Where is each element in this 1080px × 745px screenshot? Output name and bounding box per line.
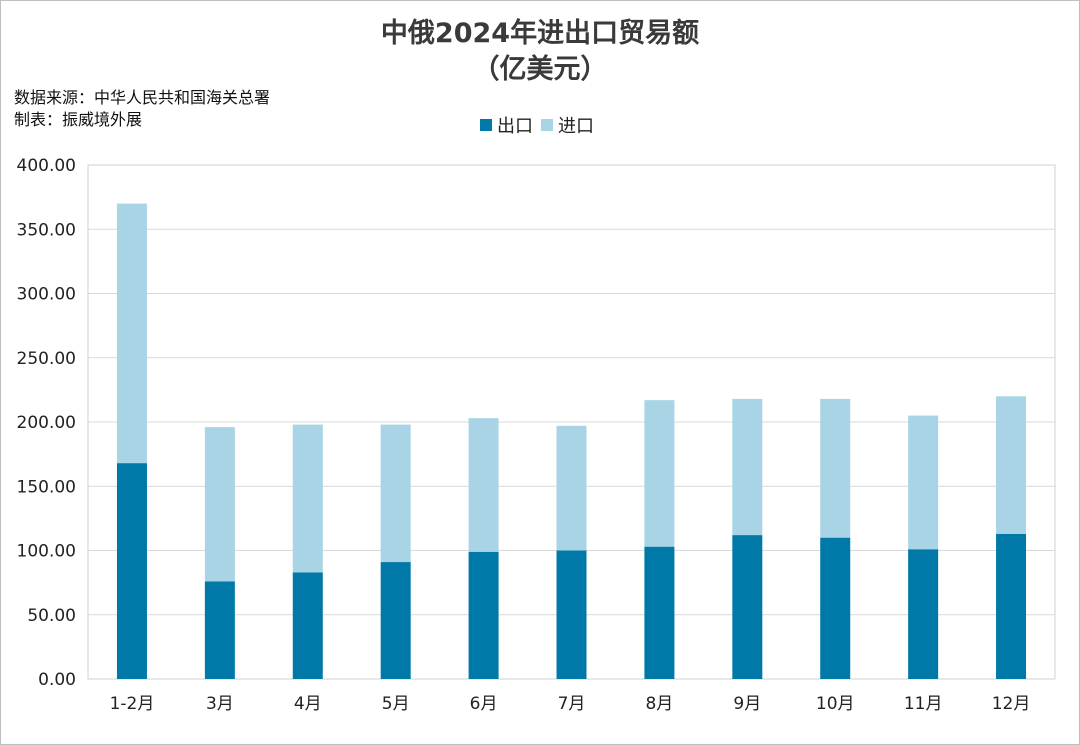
bar-import bbox=[468, 418, 499, 552]
bar-import bbox=[380, 424, 411, 563]
x-tick-label: 9月 bbox=[733, 694, 761, 714]
bar-import bbox=[820, 398, 851, 538]
bar-export bbox=[732, 535, 763, 679]
legend-item-import: 进口 bbox=[541, 112, 594, 138]
bar-import bbox=[556, 425, 587, 551]
bar-import bbox=[644, 400, 675, 547]
x-tick-label: 12月 bbox=[992, 694, 1031, 714]
x-tick-label: 10月 bbox=[816, 694, 855, 714]
y-tick-label: 100.00 bbox=[17, 542, 76, 562]
y-tick-label: 350.00 bbox=[17, 220, 76, 240]
bar-export bbox=[908, 549, 939, 679]
y-tick-label: 0.00 bbox=[38, 670, 76, 690]
bar-import bbox=[292, 424, 323, 573]
bar-export bbox=[996, 533, 1027, 679]
y-tick-label: 150.00 bbox=[17, 477, 76, 497]
legend-swatch-export bbox=[480, 119, 492, 131]
legend-label-import: 进口 bbox=[558, 116, 594, 137]
bar-export bbox=[556, 550, 587, 679]
x-tick-label: 4月 bbox=[294, 694, 322, 714]
bar-export bbox=[380, 562, 411, 679]
x-tick-label: 5月 bbox=[382, 694, 410, 714]
y-tick-label: 50.00 bbox=[27, 606, 76, 626]
bar-export bbox=[116, 463, 147, 679]
y-tick-label: 200.00 bbox=[17, 413, 76, 433]
bar-import bbox=[908, 415, 939, 550]
x-tick-label: 6月 bbox=[470, 694, 498, 714]
bar-export bbox=[644, 546, 675, 679]
chart-title: 中俄2024年进出口贸易额 bbox=[380, 18, 700, 49]
x-tick-label: 11月 bbox=[904, 694, 943, 714]
bar-import bbox=[732, 398, 763, 536]
y-tick-label: 300.00 bbox=[17, 285, 76, 305]
legend-item-export: 出口 bbox=[480, 112, 533, 138]
legend-swatch-import bbox=[541, 119, 553, 131]
legend: 出口 进口 bbox=[480, 112, 602, 138]
bar-import bbox=[116, 203, 147, 464]
bar-import bbox=[996, 396, 1027, 534]
maker-note: 制表：振威境外展 bbox=[14, 110, 143, 129]
bar-export bbox=[292, 572, 323, 679]
x-tick-label: 7月 bbox=[558, 694, 586, 714]
y-tick-label: 250.00 bbox=[17, 349, 76, 369]
x-tick-label: 1-2月 bbox=[110, 694, 155, 714]
x-tick-label: 8月 bbox=[645, 694, 673, 714]
legend-label-export: 出口 bbox=[497, 116, 533, 137]
bar-export bbox=[204, 581, 235, 679]
bar-export bbox=[468, 551, 499, 679]
source-note: 数据来源：中华人民共和国海关总署 bbox=[14, 88, 271, 107]
chart-subtitle: （亿美元） bbox=[472, 54, 608, 85]
y-tick-label: 400.00 bbox=[17, 156, 76, 176]
bar-export bbox=[820, 537, 851, 679]
bar-import bbox=[204, 427, 235, 582]
x-tick-label: 3月 bbox=[206, 694, 234, 714]
